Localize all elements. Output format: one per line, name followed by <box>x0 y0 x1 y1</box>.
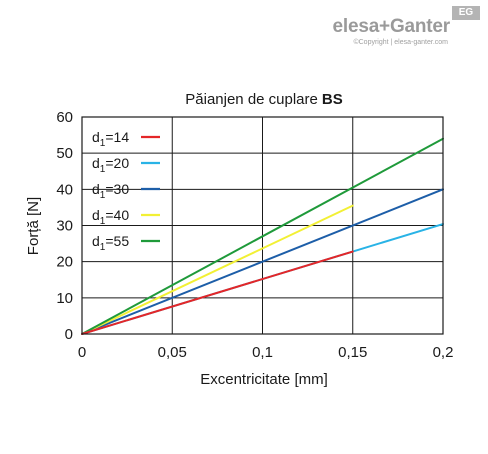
legend-label: d1=20 <box>92 155 129 175</box>
x-tick-label: 0,15 <box>338 344 367 361</box>
y-tick-label: 30 <box>56 218 73 235</box>
brand-copyright: ©Copyright | elesa-ganter.com <box>353 39 448 46</box>
x-tick-label: 0,2 <box>433 344 454 361</box>
x-axis-label: Excentricitate [mm] <box>200 371 328 388</box>
chart-title-main: Păianjen de cuplare <box>185 91 318 108</box>
y-tick-labels: 0 10 20 30 40 50 60 <box>56 109 73 343</box>
series-lines <box>81 137 444 335</box>
y-tick-label: 50 <box>56 145 73 162</box>
x-tick-label: 0,1 <box>252 344 273 361</box>
grid <box>82 117 443 334</box>
series-line <box>81 204 354 335</box>
plot-frame <box>81 116 444 335</box>
y-tick-label: 10 <box>56 290 73 307</box>
y-tick-label: 40 <box>56 181 73 198</box>
brand-logo: elesa+Ganter EG ©Copyright | elesa-gante… <box>290 6 480 50</box>
series-line <box>81 137 444 335</box>
chart-title: Păianjen de cuplare BS <box>185 91 342 108</box>
legend-label: d1=55 <box>92 233 129 253</box>
legend: d1=14 d1=20 d1=30 d1=40 d1=55 <box>92 129 160 253</box>
x-tick-label: 0 <box>78 344 86 361</box>
series-line <box>81 188 444 335</box>
legend-label: d1=30 <box>92 181 129 201</box>
x-tick-labels: 0 0,05 0,1 0,15 0,2 <box>78 344 454 361</box>
y-tick-label: 0 <box>65 326 73 343</box>
x-tick-label: 0,05 <box>158 344 187 361</box>
brand-badge: EG <box>452 6 480 20</box>
chart-title-bold: BS <box>322 91 343 108</box>
series-line <box>81 250 354 335</box>
y-tick-label: 60 <box>56 109 73 126</box>
brand-name: elesa+Ganter <box>332 16 451 37</box>
legend-label: d1=40 <box>92 207 129 227</box>
y-tick-label: 20 <box>56 254 73 271</box>
legend-label: d1=14 <box>92 129 129 149</box>
y-axis-label: Forță [N] <box>25 197 42 255</box>
